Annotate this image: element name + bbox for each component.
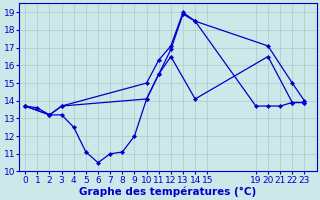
X-axis label: Graphe des températures (°C): Graphe des températures (°C) — [79, 186, 256, 197]
